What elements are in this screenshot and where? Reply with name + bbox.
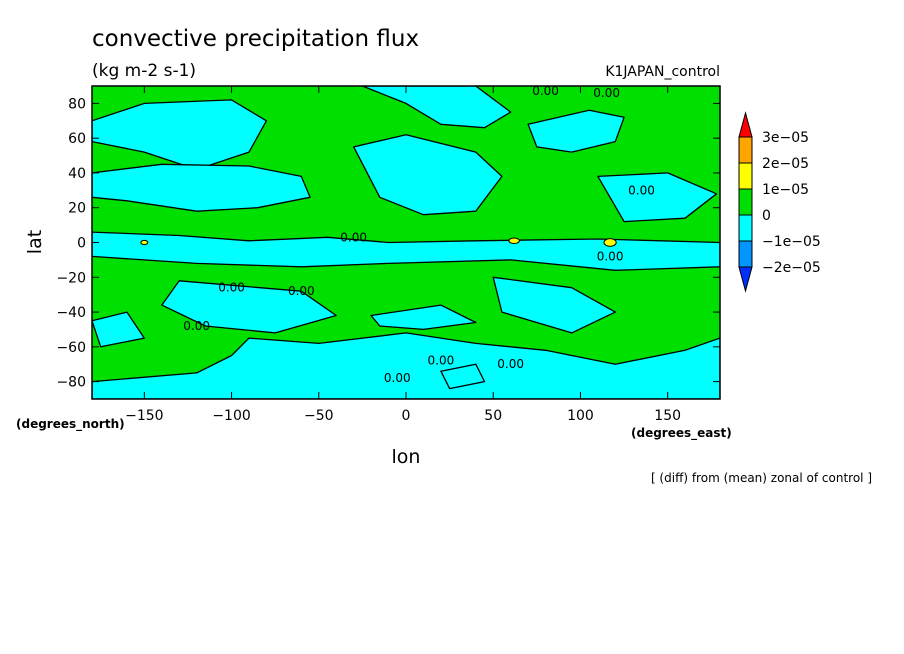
negative-region bbox=[361, 86, 512, 129]
x-tick-label: −100 bbox=[212, 408, 250, 424]
colorbar-label: 3e−05 bbox=[762, 130, 809, 146]
colorbar-label: 1e−05 bbox=[762, 182, 809, 198]
negative-region bbox=[92, 231, 720, 271]
y-tick-label: −40 bbox=[56, 305, 86, 321]
colorbar-segment bbox=[738, 240, 753, 268]
y-axis: 80 60 40 20 0 −20 −40 −60 −80 bbox=[56, 96, 720, 391]
y-tick-label: −80 bbox=[56, 375, 86, 391]
positive-maximum bbox=[603, 238, 617, 247]
negative-region bbox=[440, 363, 486, 390]
x-tick-label: −150 bbox=[125, 408, 163, 424]
y-tick-label: −60 bbox=[56, 340, 86, 356]
dataset-label: K1JAPAN_control bbox=[605, 64, 720, 80]
colorbar: 3e−05 2e−05 1e−05 0 −1e−05 −2e−05 bbox=[738, 111, 821, 293]
chart-units: (kg m-2 s-1) bbox=[92, 61, 196, 81]
positive-spots bbox=[140, 237, 617, 247]
negative-region bbox=[92, 163, 311, 212]
x-axis-label: lon bbox=[392, 446, 421, 468]
colorbar-segment bbox=[738, 136, 753, 164]
contour-labels: 0.00 0.00 0.00 0.00 0.00 0.00 0.00 0.00 0.00 0.00… bbox=[183, 84, 655, 385]
y-tick-label: 20 bbox=[68, 201, 86, 217]
x-tick-label: 0 bbox=[402, 408, 411, 424]
y-tick-label: 0 bbox=[77, 236, 86, 252]
negative-region bbox=[597, 172, 718, 223]
negative-regions bbox=[92, 86, 720, 399]
colorbar-min-arrow bbox=[738, 266, 753, 293]
plot-area: 0.00 0.00 0.00 0.00 0.00 0.00 0.00 0.00 0.00 0.00… bbox=[92, 84, 720, 399]
y-tick-label: 60 bbox=[68, 131, 86, 147]
contour-label: 0.00 bbox=[218, 281, 245, 295]
colorbar-label: −2e−05 bbox=[762, 260, 821, 276]
y-tick-label: 80 bbox=[68, 96, 86, 112]
x-unit-label: (degrees_east) bbox=[631, 426, 732, 441]
chart-title: convective precipitation flux bbox=[92, 26, 419, 52]
x-axis: −150 −100 −50 0 50 100 150 bbox=[125, 86, 681, 424]
colorbar-segment bbox=[738, 214, 753, 242]
negative-region bbox=[370, 304, 477, 331]
contour-label: 0.00 bbox=[597, 249, 624, 263]
contour-label: 0.00 bbox=[428, 354, 455, 368]
y-tick-label: −20 bbox=[56, 270, 86, 286]
contour-label: 0.00 bbox=[384, 371, 411, 385]
positive-maximum bbox=[508, 237, 520, 245]
x-tick-label: 100 bbox=[567, 408, 594, 424]
y-tick-label: 40 bbox=[68, 166, 86, 182]
contour-label: 0.00 bbox=[497, 357, 524, 371]
colorbar-max-arrow bbox=[738, 111, 753, 138]
x-tick-label: 50 bbox=[484, 408, 502, 424]
negative-region bbox=[92, 99, 268, 171]
y-unit-label: (degrees_north) bbox=[16, 417, 125, 432]
contour-label: 0.00 bbox=[628, 183, 655, 197]
contour-label: 0.00 bbox=[593, 86, 620, 100]
x-tick-label: −50 bbox=[304, 408, 334, 424]
negative-region bbox=[161, 280, 337, 334]
contour-label: 0.00 bbox=[288, 284, 315, 298]
colorbar-segment bbox=[738, 162, 753, 190]
contour-label: 0.00 bbox=[183, 319, 210, 333]
y-axis-label: lat bbox=[24, 230, 46, 254]
colorbar-label: 2e−05 bbox=[762, 156, 809, 172]
negative-region bbox=[492, 276, 616, 334]
footer-note: [ (diff) from (mean) zonal of control ] bbox=[651, 471, 872, 485]
negative-region bbox=[92, 332, 720, 399]
contour-label: 0.00 bbox=[340, 230, 367, 244]
x-tick-label: 150 bbox=[654, 408, 681, 424]
colorbar-label: −1e−05 bbox=[762, 234, 821, 250]
negative-region bbox=[353, 134, 503, 216]
negative-region bbox=[92, 311, 145, 348]
colorbar-segment bbox=[738, 188, 753, 216]
contour-label: 0.00 bbox=[532, 84, 559, 98]
positive-maximum bbox=[140, 239, 149, 246]
negative-region bbox=[527, 109, 625, 153]
colorbar-label: 0 bbox=[762, 208, 771, 224]
